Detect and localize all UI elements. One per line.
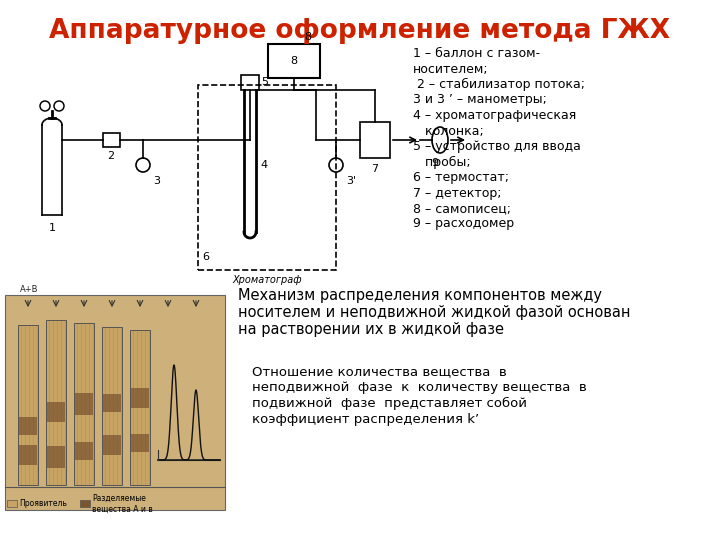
Bar	[47, 446, 65, 468]
Text: 8 – самописец;: 8 – самописец;	[413, 202, 511, 215]
Text: 5 – устройство для ввода: 5 – устройство для ввода	[413, 140, 581, 153]
Bar	[18, 325, 38, 485]
Text: 5: 5	[261, 77, 268, 87]
Text: 1 – баллон с газом-: 1 – баллон с газом-	[413, 47, 540, 60]
Bar	[103, 133, 120, 147]
Bar	[74, 323, 94, 485]
Bar	[47, 402, 65, 422]
Text: 6 – термостат;: 6 – термостат;	[413, 171, 509, 184]
Bar	[103, 435, 121, 455]
Text: 1: 1	[48, 223, 55, 233]
Bar	[130, 330, 150, 485]
Text: 6: 6	[202, 252, 209, 262]
Bar	[131, 434, 149, 452]
Text: неподвижной  фазе  к  количеству вещества  в: неподвижной фазе к количеству вещества в	[252, 381, 587, 394]
Bar	[80, 500, 90, 507]
Text: носителем и неподвижной жидкой фазой основан: носителем и неподвижной жидкой фазой осн…	[238, 305, 631, 320]
Bar	[241, 75, 259, 90]
Text: 3': 3'	[346, 176, 356, 186]
Text: Проявитель: Проявитель	[19, 500, 67, 509]
Text: 7: 7	[372, 164, 379, 174]
Bar	[102, 327, 122, 485]
Bar	[7, 500, 17, 507]
Text: 7 – детектор;: 7 – детектор;	[413, 186, 502, 199]
Text: носителем;: носителем;	[413, 63, 489, 76]
Bar	[75, 442, 93, 460]
Text: 9: 9	[431, 158, 438, 168]
Bar	[46, 320, 66, 485]
Text: Механизм распределения компонентов между: Механизм распределения компонентов между	[238, 288, 602, 303]
Bar	[360, 122, 390, 158]
Text: 3 и 3 ’ – манометры;: 3 и 3 ’ – манометры;	[413, 93, 547, 106]
Bar	[198, 85, 336, 270]
Text: 4 – хроматографическая: 4 – хроматографическая	[413, 109, 576, 122]
Text: 8: 8	[290, 56, 297, 66]
Text: Аппаратурное оформление метода ГЖХ: Аппаратурное оформление метода ГЖХ	[50, 18, 670, 44]
Text: 2 – стабилизатор потока;: 2 – стабилизатор потока;	[413, 78, 585, 91]
Bar	[131, 388, 149, 408]
Text: колонка;: колонка;	[413, 125, 484, 138]
Bar	[103, 394, 121, 412]
Text: 3: 3	[153, 176, 160, 186]
Bar	[19, 417, 37, 435]
Text: Разделяемые
вещества А и в: Разделяемые вещества А и в	[92, 494, 153, 514]
Text: 4: 4	[260, 160, 267, 170]
Bar	[5, 295, 225, 510]
Text: A+B: A+B	[20, 285, 38, 294]
Text: на растворении их в жидкой фазе: на растворении их в жидкой фазе	[238, 322, 504, 337]
Text: 8: 8	[304, 32, 311, 42]
Bar	[268, 44, 320, 78]
Bar	[75, 393, 93, 415]
Text: пробы;: пробы;	[413, 156, 471, 168]
Text: коэффициент распределения k’: коэффициент распределения k’	[252, 413, 479, 426]
Bar	[19, 445, 37, 465]
Text: 9 – расходомер: 9 – расходомер	[413, 218, 514, 231]
Text: 2: 2	[107, 151, 114, 161]
Text: Отношение количества вещества  в: Отношение количества вещества в	[252, 365, 507, 378]
Text: подвижной  фазе  представляет собой: подвижной фазе представляет собой	[252, 397, 527, 410]
Text: Хроматограф: Хроматограф	[232, 275, 302, 285]
